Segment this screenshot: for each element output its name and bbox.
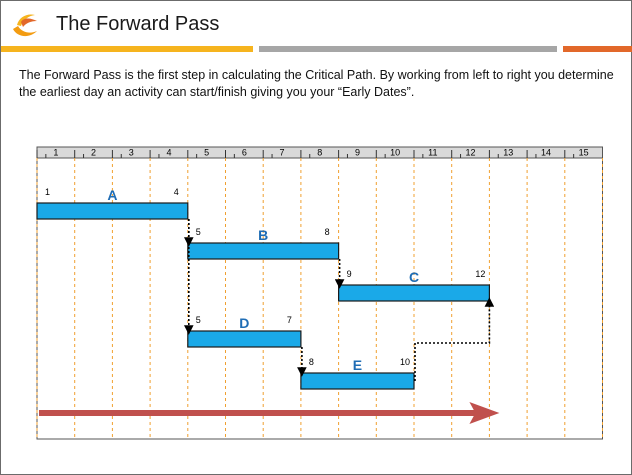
intro-text: The Forward Pass is the first step in ca… [19,68,614,99]
activity-name-label: D [239,315,249,331]
day-number-label: 5 [204,148,209,158]
activity-start-label: 9 [347,269,352,279]
dependency-arrow [414,297,495,381]
day-number-label: 9 [355,148,360,158]
day-number-label: 1 [53,148,58,158]
day-number-label: 6 [242,148,247,158]
activity-start-label: 1 [45,187,50,197]
day-number-label: 13 [503,148,513,158]
header-band-yellow [1,46,253,52]
day-number-label: 11 [428,148,437,158]
activity-name-label: E [353,357,362,373]
day-number-label: 3 [129,148,134,158]
header-band-orange [563,46,632,52]
day-number-label: 2 [91,148,96,158]
activity-name-label: A [107,187,117,203]
activity-finish-label: 7 [287,315,292,325]
day-number-label: 4 [166,148,171,158]
activity-bar-a [36,202,189,220]
activity-finish-label: 4 [174,187,179,197]
activity-finish-label: 8 [325,227,330,237]
activity-finish-label: 12 [475,269,485,279]
activity-start-label: 8 [309,357,314,367]
diagram-frame [36,146,603,440]
activity-name-label: C [409,269,419,285]
header-band-gray [259,46,557,52]
activity-bar-d [187,330,302,348]
activity-start-label: 5 [196,227,201,237]
direction-arrow-head [469,402,500,424]
activity-bar-e [300,372,415,390]
phoenix-logo-icon [13,14,37,37]
activity-start-label: 5 [196,315,201,325]
day-number-label: 10 [390,148,400,158]
activity-bar-c [338,284,491,302]
day-number-label: 7 [280,148,285,158]
activity-bar-b [187,242,340,260]
day-number-label: 15 [579,148,589,158]
activity-name-label: B [258,227,268,243]
day-number-label: 8 [317,148,322,158]
page-title: The Forward Pass [56,13,220,35]
day-number-label: 12 [466,148,476,158]
activity-finish-label: 10 [400,357,410,367]
day-number-label: 14 [541,148,551,158]
